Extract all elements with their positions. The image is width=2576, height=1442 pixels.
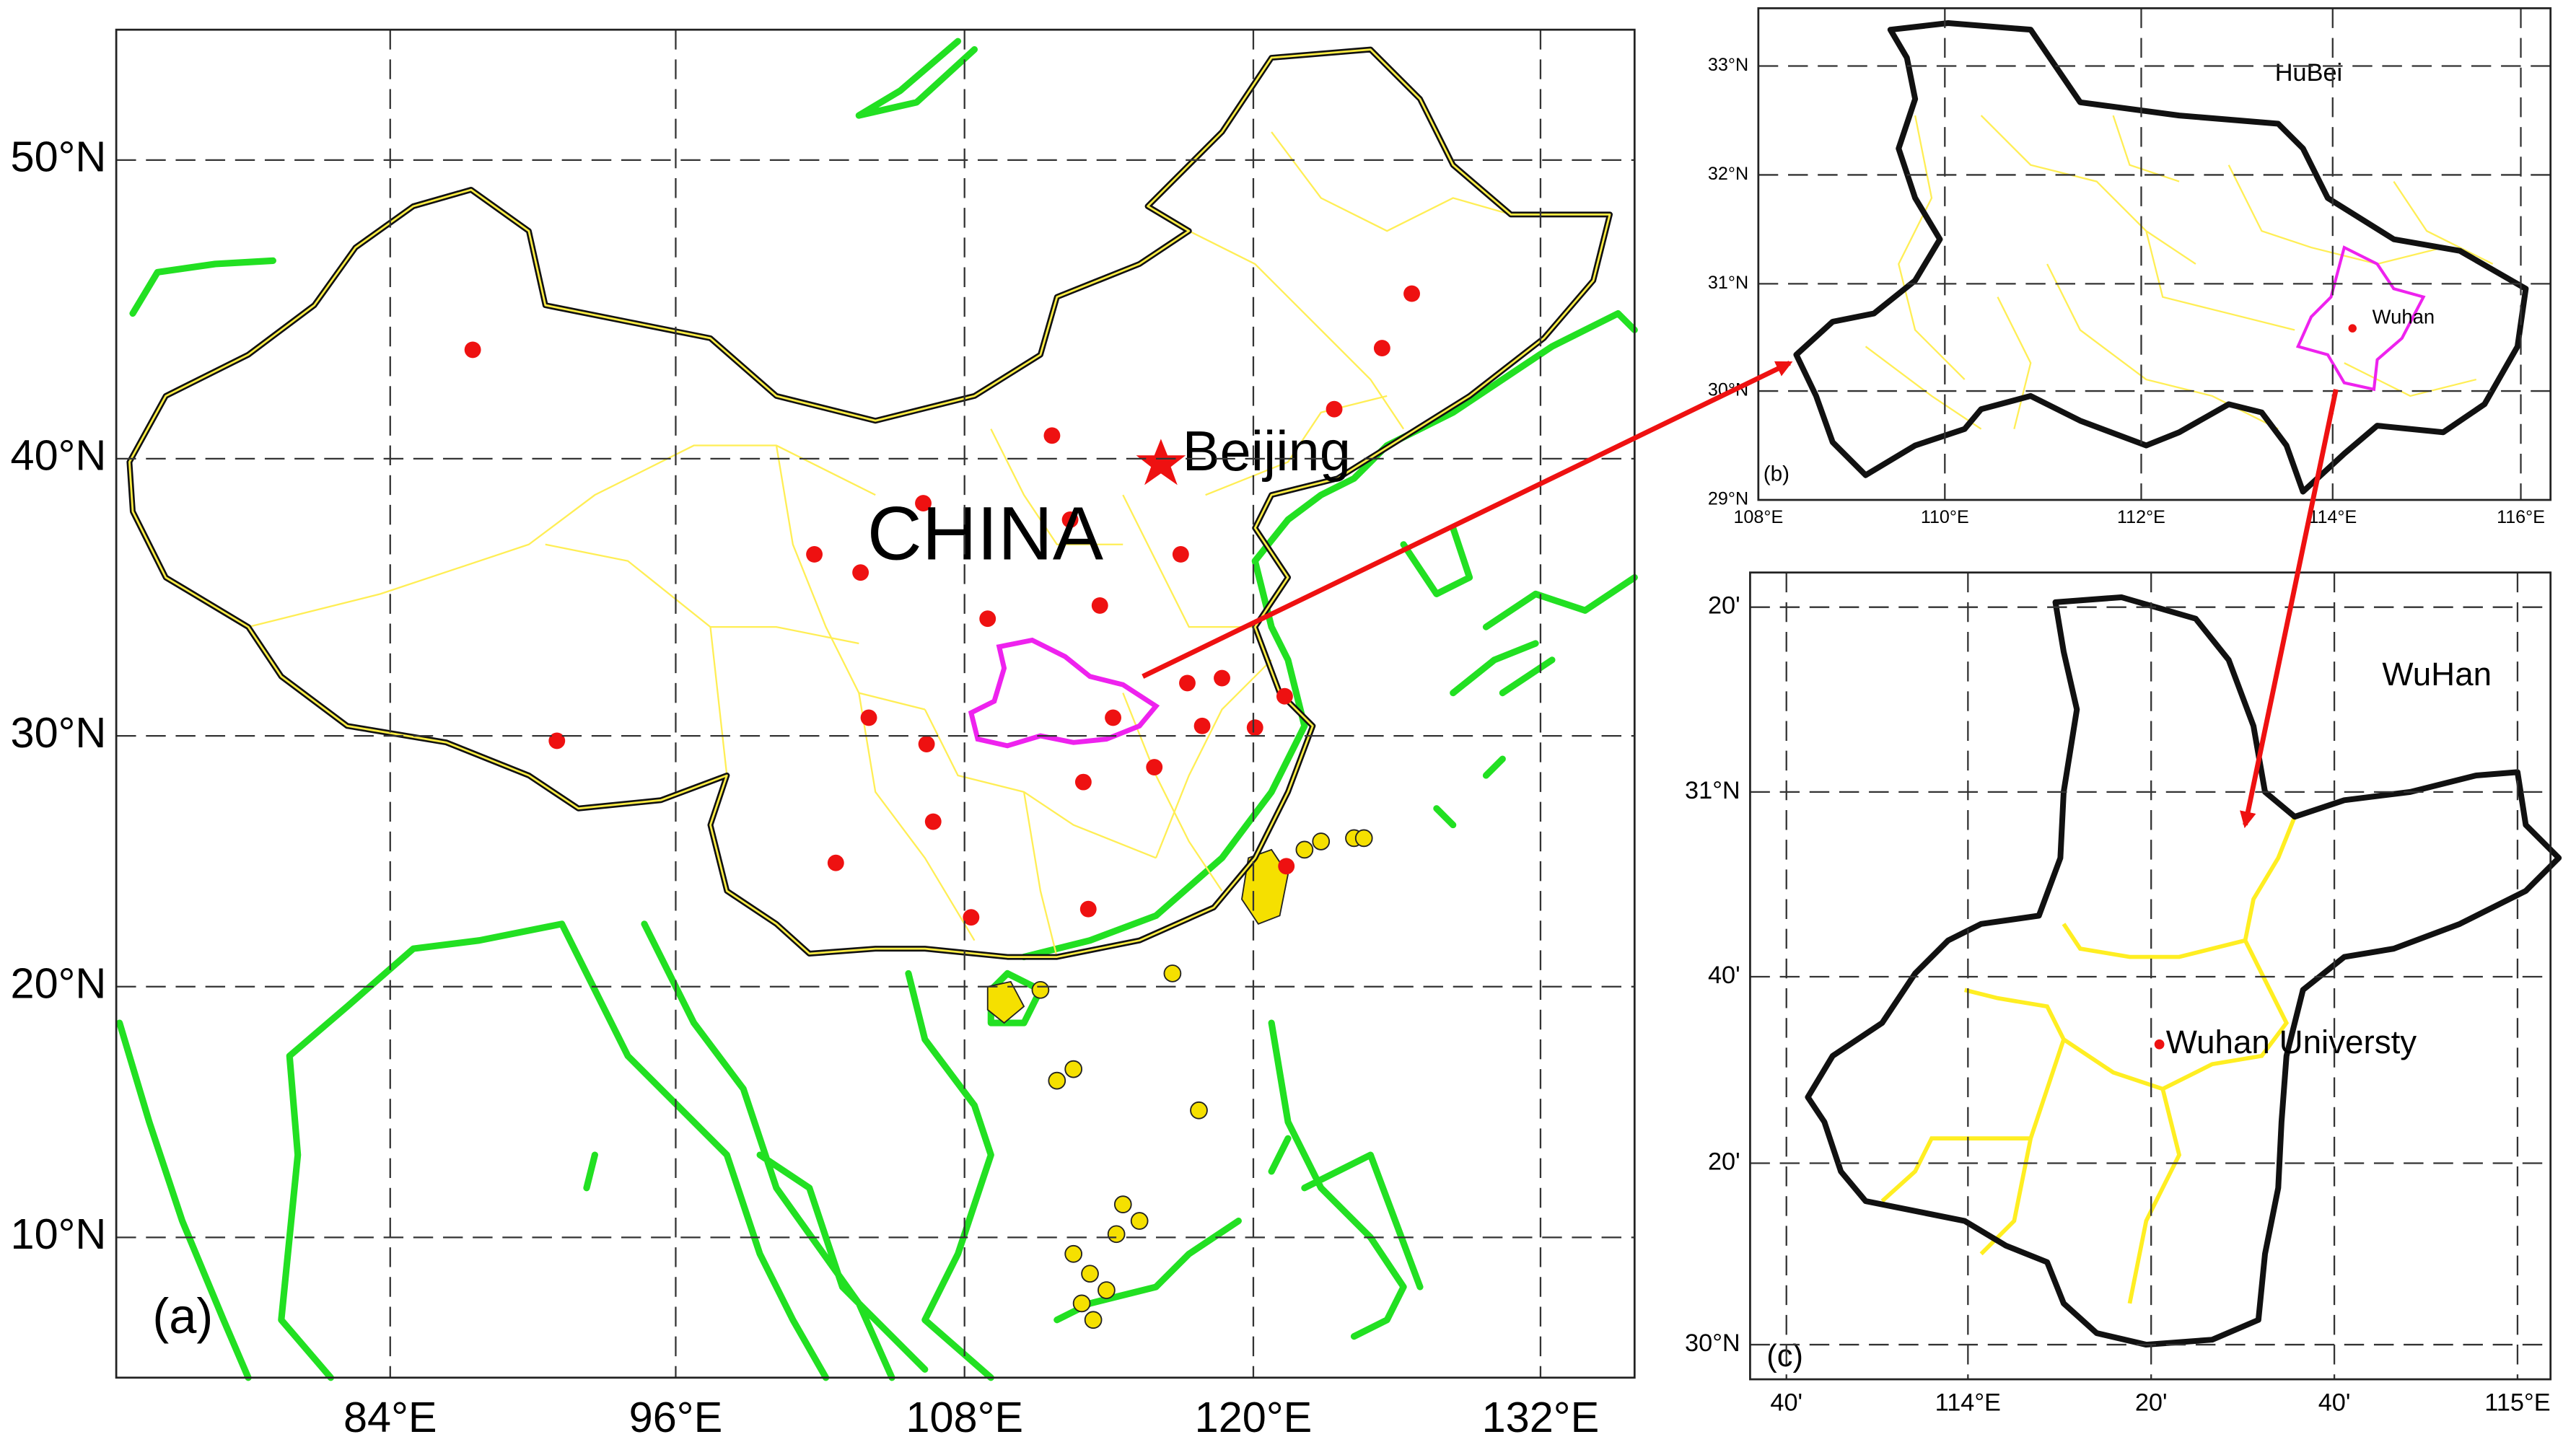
y-tick-label: 29°N	[1708, 489, 1748, 509]
y-tick-label: 20°N	[11, 959, 107, 1007]
y-tick-label: 30°N	[11, 708, 107, 757]
wuhan-border	[1805, 594, 2562, 1348]
y-tick-label: 40°N	[11, 431, 107, 480]
y-tick-label: 50°N	[11, 133, 107, 181]
panel-c: WuHan Wuhan Universty (c) 40' 114°E 20' 40'…	[1685, 571, 2562, 1416]
university-dot	[2154, 1039, 2165, 1050]
wuhan-dot	[2348, 324, 2357, 333]
county-lines	[1865, 115, 2494, 430]
wuhan-outline	[2295, 245, 2426, 392]
island	[986, 848, 1289, 1024]
y-tick-label: 20'	[1708, 592, 1740, 620]
y-tick-label: 10°N	[11, 1210, 107, 1258]
city-label: WuHan	[2382, 656, 2492, 693]
y-tick-label: 31°N	[1685, 777, 1740, 804]
y-tick-label: 32°N	[1708, 164, 1748, 184]
x-tick-label: 108°E	[906, 1393, 1023, 1441]
place-label: Wuhan Universty	[2166, 1024, 2417, 1060]
panel-a: CHINA Beijing (a) 84°E 96°E 108°E 120°E 132°…	[11, 28, 1638, 1441]
panel-label: (b)	[1764, 462, 1789, 486]
y-tick-label: 20'	[1708, 1148, 1740, 1176]
x-tick-label: 116°E	[2497, 507, 2545, 527]
arrow	[2240, 389, 2339, 829]
x-tick-label: 112°E	[2117, 507, 2165, 527]
hubei-border	[1793, 20, 2529, 495]
x-tick-label: 96°E	[629, 1393, 723, 1441]
province-label: HuBei	[2275, 59, 2342, 87]
frame	[1749, 571, 2552, 1381]
hubei-outline	[968, 637, 1160, 749]
x-tick-label: 132°E	[1482, 1393, 1600, 1441]
country-label: CHINA	[867, 492, 1103, 576]
x-tick-label: 108°E	[1733, 507, 1783, 527]
arrow	[1142, 361, 1793, 679]
city-label: Beijing	[1183, 421, 1351, 483]
y-tick-label: 30°N	[1685, 1329, 1740, 1357]
x-tick-label: 114°E	[1935, 1389, 2001, 1416]
city-label: Wuhan	[2373, 306, 2435, 328]
panel-b: HuBei Wuhan (b) 108°E 110°E 112°E 114°E 116°…	[1708, 7, 2552, 527]
frame	[115, 28, 1636, 1379]
city-dots	[464, 285, 1420, 926]
x-tick-label: 110°E	[1921, 507, 1969, 527]
x-tick-label: 84°E	[343, 1393, 437, 1441]
y-tick-label: 40'	[1708, 962, 1740, 989]
x-tick-label: 40'	[1770, 1389, 1802, 1416]
beijing-star	[1136, 439, 1186, 485]
y-tick-label: 33°N	[1708, 55, 1748, 75]
x-tick-label: 115°E	[2484, 1389, 2550, 1416]
province-lines	[247, 131, 1512, 957]
district-lines	[1880, 816, 2297, 1304]
frame	[1757, 7, 2552, 501]
panel-label: (a)	[152, 1288, 213, 1344]
coastline	[116, 38, 1638, 1381]
x-tick-label: 114°E	[2308, 507, 2357, 527]
y-tick-label: 31°N	[1708, 273, 1748, 293]
x-tick-label: 40'	[2318, 1389, 2351, 1416]
x-tick-label: 120°E	[1195, 1393, 1313, 1441]
x-tick-label: 20'	[2135, 1389, 2168, 1416]
